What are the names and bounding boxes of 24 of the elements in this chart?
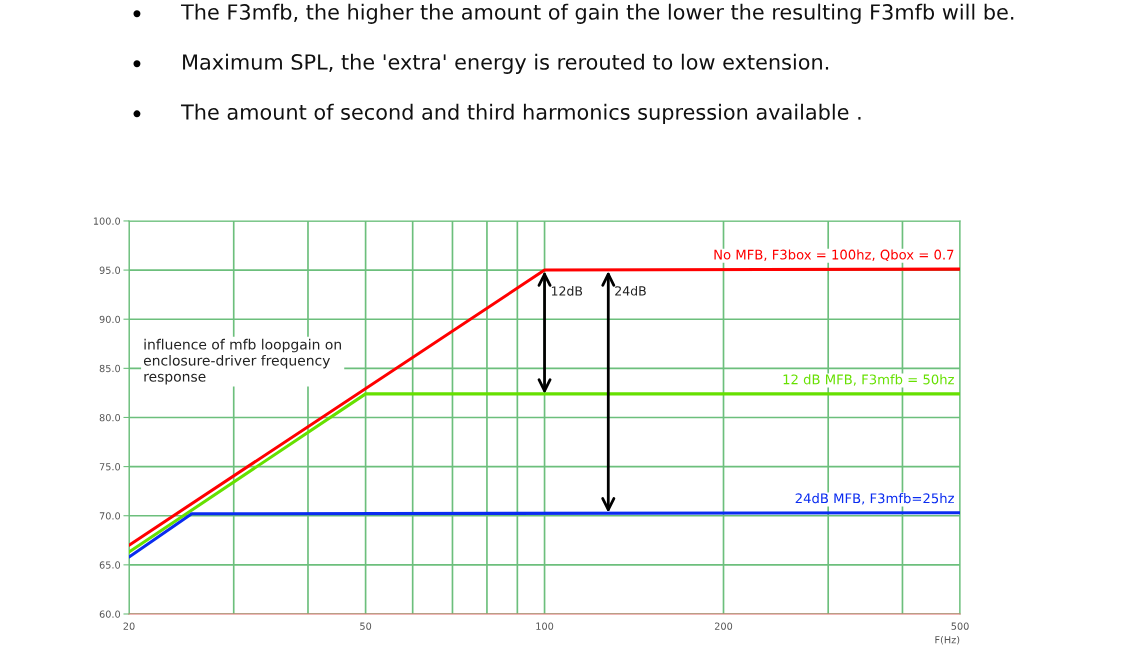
- x-tick-label: 100: [536, 622, 554, 630]
- y-tick-label: 65.0: [99, 561, 121, 569]
- y-tick-label: 90.0: [99, 315, 121, 324]
- y-tick-label: 75.0: [99, 463, 121, 471]
- y-tick-label: 70.0: [99, 512, 121, 520]
- text: influence of mfb loopgain on enclosure-driver frequency response: [143, 338, 341, 385]
- annotation: 24dB: [615, 285, 646, 296]
- y-tick-label: 85.0: [99, 364, 121, 373]
- y-tick-label: 100.0: [93, 217, 121, 225]
- annotation: 12dB: [551, 286, 583, 296]
- x-axis-title: F(Hz): [935, 635, 960, 645]
- x-tick-label: 500: [951, 622, 969, 630]
- text: Maximum SPL, the 'extra' energy is rerouted to low extension.: [183, 53, 829, 74]
- y-tick-label: 95.0: [99, 266, 121, 274]
- text: The amount of second and third harmonics supression available .: [180, 103, 861, 124]
- series-label: 24dB MFB, F3mfb=25hz: [795, 493, 954, 505]
- x-tick-label: 200: [714, 622, 733, 630]
- text: The F3mfb, the higher the amount of gain the lower the resulting F3mfb will be.: [180, 3, 1014, 24]
- y-tick-label: 60.0: [99, 610, 121, 618]
- series-label: No MFB, F3box = 100hz, Qbox = 0.7: [714, 249, 954, 262]
- x-tick-label: 20: [123, 622, 135, 630]
- series-label: 12 dB MFB, F3mfb = 50hz: [783, 374, 954, 386]
- x-tick-label: 50: [360, 622, 372, 630]
- y-tick-label: 80.0: [99, 413, 121, 422]
